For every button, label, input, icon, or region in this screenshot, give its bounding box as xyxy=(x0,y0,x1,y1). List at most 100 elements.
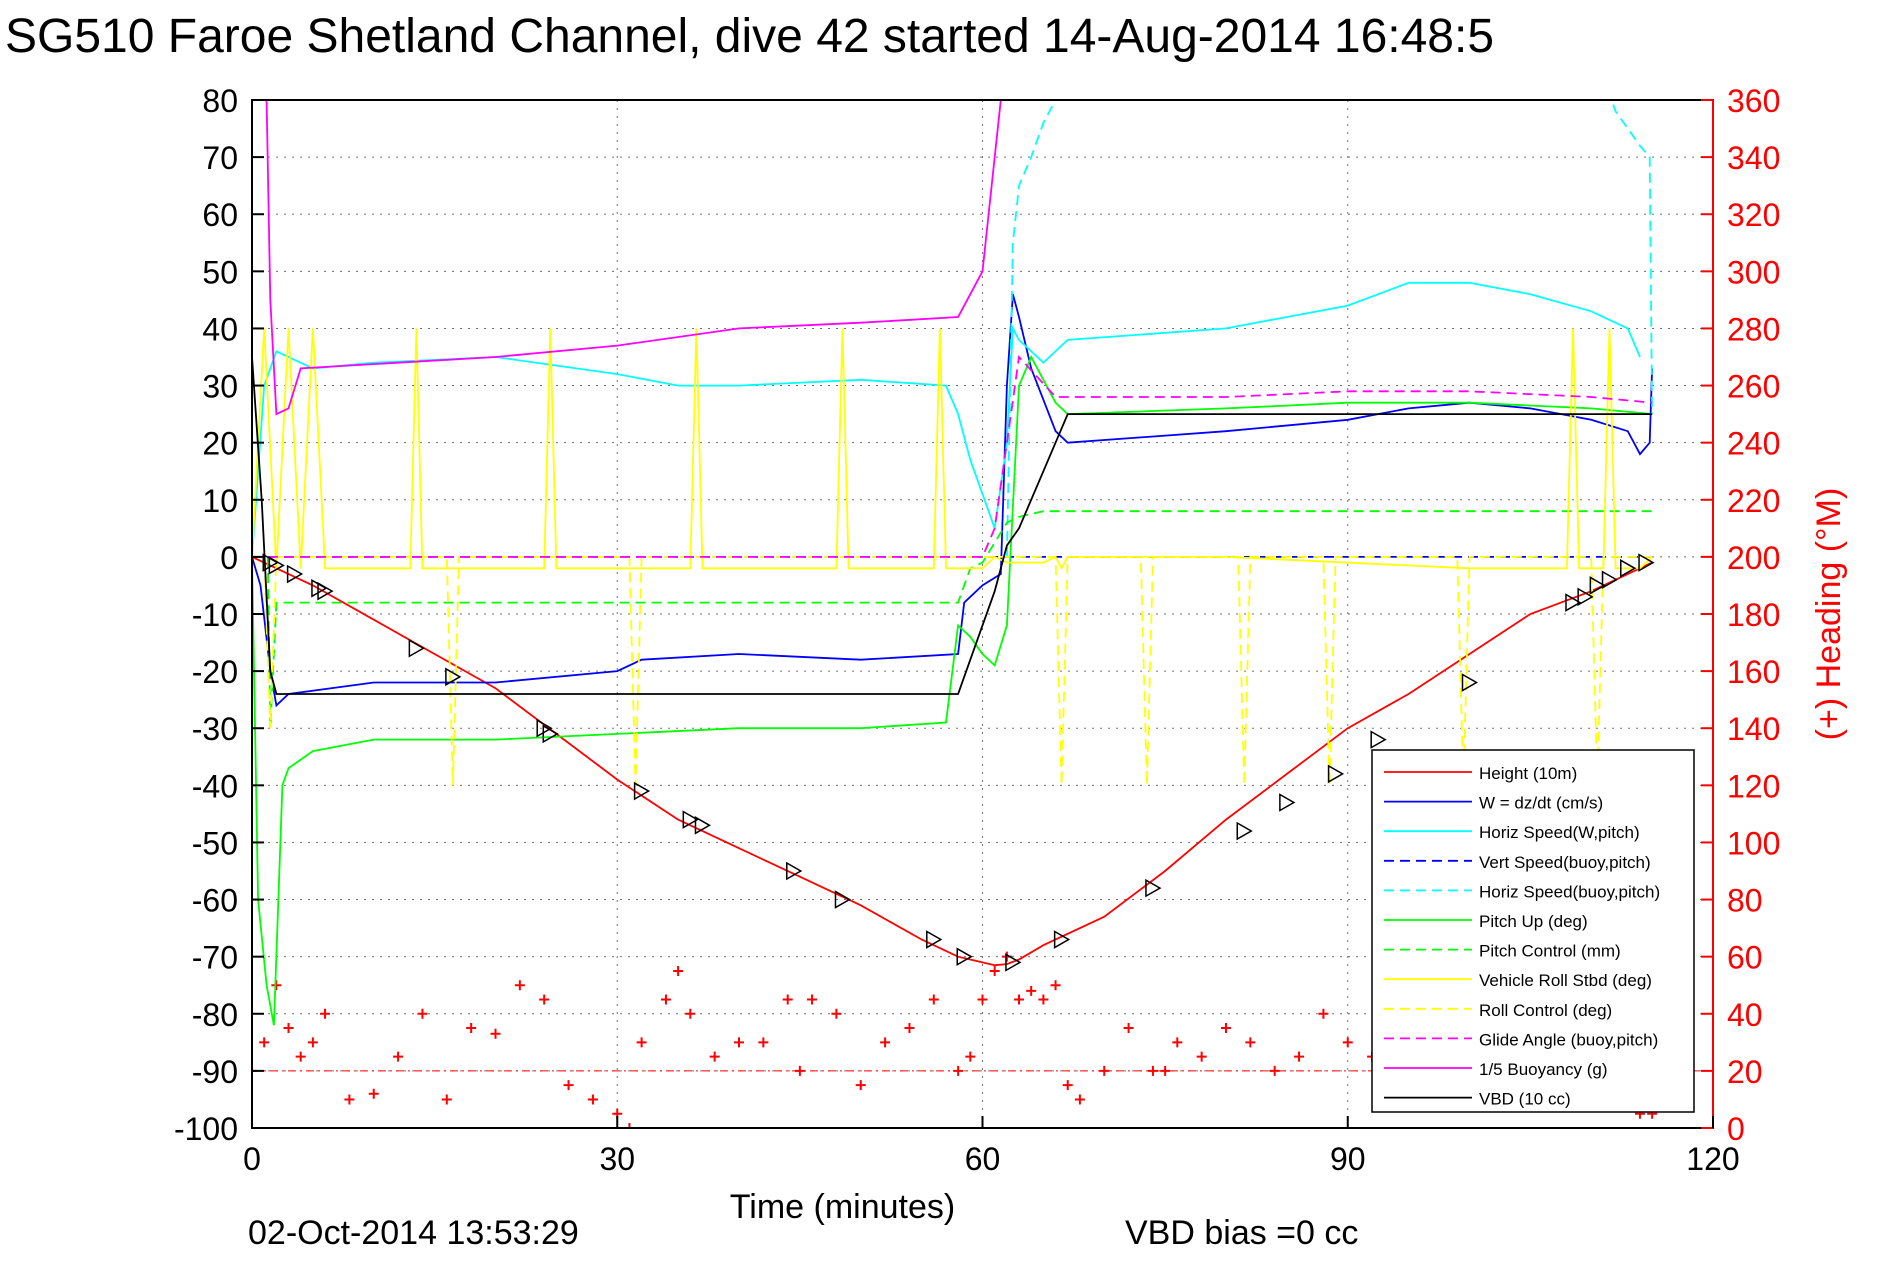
height-marker xyxy=(1565,593,1582,612)
heading-point xyxy=(344,1094,355,1105)
y2-tick-label: 260 xyxy=(1727,369,1780,405)
heading-point xyxy=(1050,980,1061,991)
heading-point xyxy=(904,1023,915,1034)
heading-point xyxy=(1342,1037,1353,1048)
y2-tick-label: 300 xyxy=(1727,254,1780,290)
y2-tick-label: 100 xyxy=(1727,825,1780,861)
legend-box xyxy=(1371,749,1695,1113)
heading-point xyxy=(953,1065,964,1076)
y-tick-label: -30 xyxy=(192,711,238,747)
legend-label: Pitch Up (deg) xyxy=(1479,912,1588,931)
heading-point xyxy=(417,1008,428,1019)
heading-point xyxy=(928,994,939,1005)
series-line xyxy=(265,100,1002,416)
height-marker xyxy=(1279,793,1296,812)
heading-point xyxy=(636,1037,647,1048)
heading-point xyxy=(855,1080,866,1091)
heading-point xyxy=(1123,1023,1134,1034)
y-tick-label: -100 xyxy=(174,1111,238,1147)
heading-point xyxy=(1160,1065,1171,1076)
height-marker xyxy=(286,564,304,584)
y-tick-label: 70 xyxy=(202,140,238,176)
y2-tick-label: 360 xyxy=(1727,83,1780,119)
y-tick-label: -10 xyxy=(192,597,238,633)
y2-tick-label: 120 xyxy=(1727,768,1780,804)
heading-point xyxy=(709,1051,720,1062)
heading-point xyxy=(1245,1037,1256,1048)
heading-point xyxy=(1294,1051,1305,1062)
y-tick-label: -50 xyxy=(192,825,238,861)
height-marker xyxy=(1638,553,1655,572)
heading-point xyxy=(1062,1080,1073,1091)
heading-point xyxy=(1074,1094,1085,1105)
height-marker xyxy=(1620,559,1637,578)
height-marker xyxy=(408,638,425,658)
y-tick-label: 50 xyxy=(202,254,238,290)
heading-point xyxy=(685,1008,696,1019)
heading-point xyxy=(965,1051,976,1062)
y-tick-label: -40 xyxy=(192,768,238,804)
y2-tick-label: 180 xyxy=(1727,597,1780,633)
series-line xyxy=(252,510,1653,729)
y2-tick-label: 200 xyxy=(1727,540,1780,576)
vbd-bias-label: VBD bias =0 cc xyxy=(1125,1214,1358,1252)
legend-label: W = dz/dt (cm/s) xyxy=(1479,794,1603,813)
y-tick-label: 80 xyxy=(202,83,238,119)
x-axis-label: Time (minutes) xyxy=(730,1188,955,1226)
y-tick-label: -70 xyxy=(192,940,238,976)
y2-tick-label: 340 xyxy=(1727,140,1780,176)
chart-title: SG510 Faroe Shetland Channel, dive 42 st… xyxy=(5,10,1494,63)
legend-label: Vehicle Roll Stbd (deg) xyxy=(1479,971,1652,990)
heading-point xyxy=(989,965,1000,976)
heading-point xyxy=(624,1123,635,1128)
y-tick-label: 30 xyxy=(202,369,238,405)
heading-point xyxy=(977,994,988,1005)
x-tick-label: 90 xyxy=(1330,1141,1366,1177)
y-tick-label: -90 xyxy=(192,1054,238,1090)
height-marker xyxy=(834,890,851,909)
heading-point xyxy=(782,994,793,1005)
y2-tick-label: 80 xyxy=(1727,883,1763,919)
height-marker xyxy=(1577,587,1594,607)
heading-point xyxy=(734,1037,744,1048)
height-marker xyxy=(956,947,973,966)
height-marker xyxy=(926,930,943,949)
right-axis-label: (+) Heading (°M) xyxy=(1810,488,1848,741)
heading-point xyxy=(1147,1065,1158,1076)
y-tick-label: 10 xyxy=(202,483,238,519)
legend-label: Pitch Control (mm) xyxy=(1479,942,1621,961)
left-axis: 80 70 60 50 40 30 20 10 0 -10 -20 -30 -40 -50 -60 -70 -8… xyxy=(174,83,264,1147)
heading-point xyxy=(1318,1008,1329,1019)
height-marker xyxy=(445,667,462,687)
heading-point xyxy=(880,1037,891,1048)
heading-point xyxy=(673,965,684,976)
height-marker xyxy=(1370,730,1387,749)
height-marker xyxy=(682,810,699,829)
height-marker xyxy=(1145,878,1162,898)
series-line xyxy=(1006,100,1653,557)
heading-point xyxy=(660,994,671,1005)
series-line xyxy=(252,556,1653,786)
heading-point xyxy=(1172,1037,1183,1048)
legend-label: Horiz Speed(W,pitch) xyxy=(1479,823,1640,842)
height-marker xyxy=(542,724,559,744)
legend-label: 1/5 Buoyancy (g) xyxy=(1479,1060,1608,1079)
y2-tick-label: 0 xyxy=(1727,1111,1745,1147)
heading-point xyxy=(1196,1051,1207,1062)
y-tick-label: -60 xyxy=(192,883,238,919)
series-line xyxy=(252,293,1653,708)
series-line xyxy=(252,328,1653,571)
height-marker xyxy=(268,556,285,575)
heading-point xyxy=(1269,1065,1280,1076)
legend-label: Horiz Speed(buoy,pitch) xyxy=(1479,882,1660,901)
legend-label: Vert Speed(buoy,pitch) xyxy=(1479,853,1651,872)
y-tick-label: 60 xyxy=(202,197,238,233)
height-marker xyxy=(1327,764,1345,784)
height-marker xyxy=(536,718,553,738)
heading-point xyxy=(1026,985,1037,996)
heading-point xyxy=(295,1051,306,1062)
y2-tick-label: 320 xyxy=(1727,197,1780,233)
right-axis: 3603403203002802602402202001801601401201… xyxy=(1701,83,1780,1147)
footer-date: 02-Oct-2014 13:53:29 xyxy=(248,1214,579,1252)
